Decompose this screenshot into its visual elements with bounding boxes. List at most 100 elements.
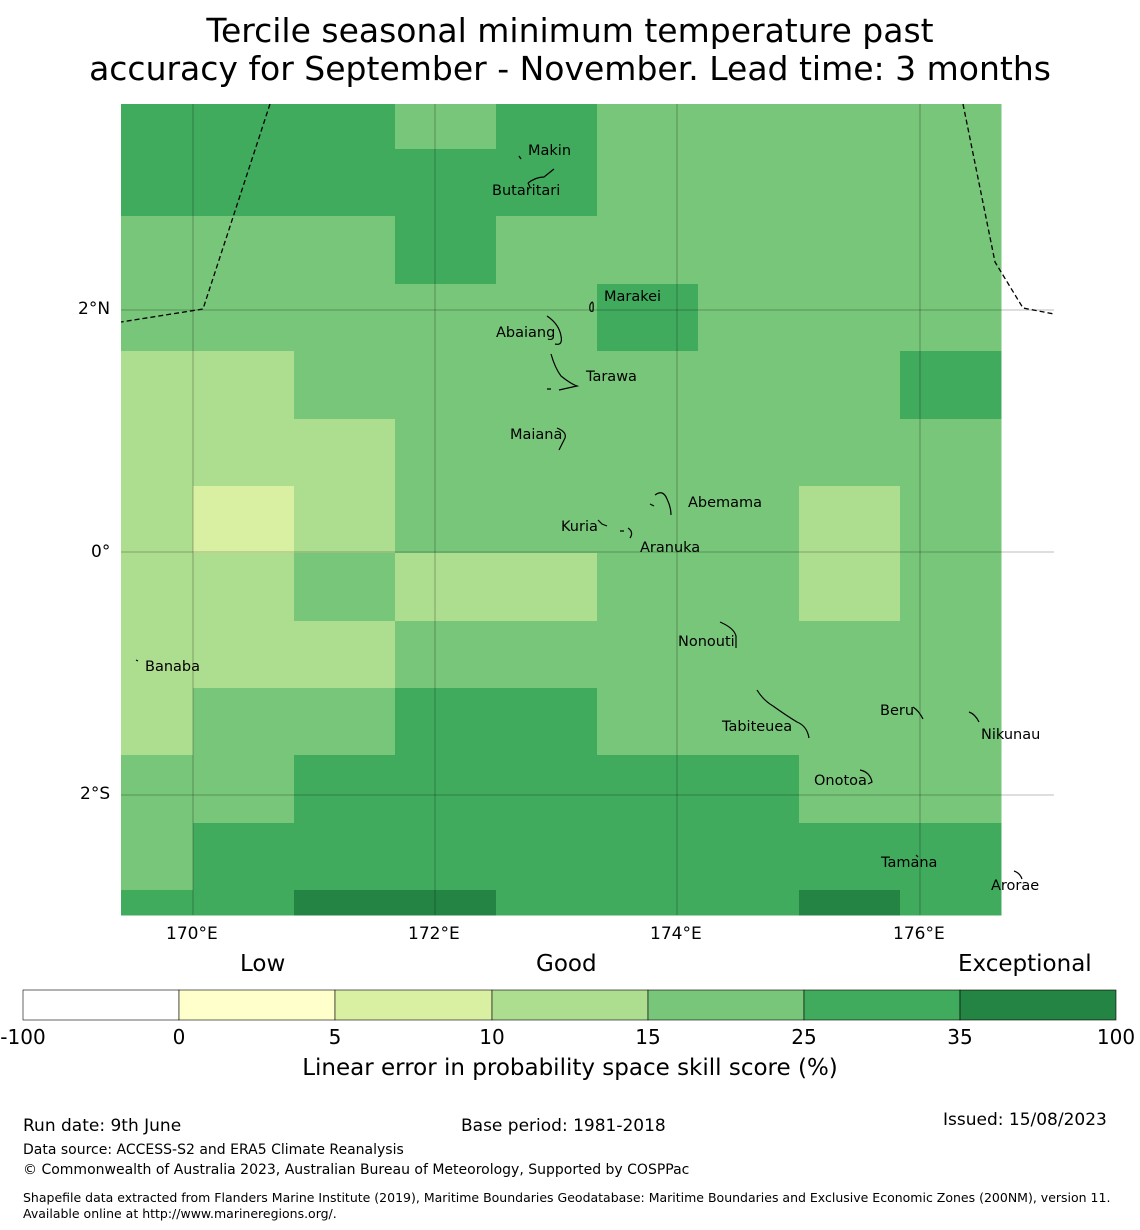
map-cell (395, 149, 497, 217)
map-cell (900, 351, 1002, 420)
map-cell (799, 688, 901, 756)
map-cell (121, 351, 194, 420)
island-shape-kuria (597, 519, 608, 527)
map-cell (121, 553, 194, 622)
island-shape-nikunau (968, 711, 980, 723)
map-cell (698, 621, 800, 689)
map-cell (496, 104, 598, 150)
island-shape-tarawa (547, 353, 580, 391)
map-cell (294, 284, 396, 352)
lat-label-2n: 2°N (78, 299, 111, 319)
island-label-onotoa: Onotoa (814, 773, 867, 789)
map-cell (698, 486, 800, 554)
map-cell (799, 621, 901, 689)
map-cell (799, 419, 901, 487)
map-cell (395, 284, 497, 352)
island-shape-abaiang (546, 315, 562, 345)
colorbar-tick: 5 (328, 1025, 342, 1049)
map-cell (294, 419, 396, 487)
lon-label-174e: 174°E (650, 924, 702, 944)
map-cell (121, 216, 194, 285)
island-label-tabiteuea: Tabiteuea (721, 719, 792, 735)
island-label-abaiang: Abaiang (496, 325, 555, 341)
map-cell (799, 284, 901, 352)
map-cell (294, 890, 396, 916)
lon-label-176e: 176°E (893, 924, 945, 944)
map-cell (294, 104, 396, 150)
map-cell (121, 890, 194, 916)
map-cell (799, 890, 901, 916)
colorbar-tick: 25 (791, 1025, 817, 1049)
colorbar-tick: 0 (172, 1025, 186, 1049)
map-cell (294, 351, 396, 420)
map-cell (900, 688, 1002, 756)
map-cell (799, 553, 901, 622)
map-cell (597, 621, 699, 689)
map-cell (395, 104, 497, 150)
map-cell (294, 688, 396, 756)
map-cell (395, 216, 497, 285)
map-cell (900, 104, 1002, 150)
island-shape-tabiteuea (756, 689, 810, 739)
map-cell (121, 419, 194, 487)
map-cell (698, 823, 800, 891)
map-cell (799, 755, 901, 824)
lon-label-172e: 172°E (408, 924, 460, 944)
island-shape-butaritari (527, 168, 555, 188)
island-shape-onotoa (859, 769, 873, 785)
colorbar-tick: 35 (947, 1025, 973, 1049)
island-label-banaba: Banaba (145, 659, 200, 675)
map-cell (698, 553, 800, 622)
island-label-nikunau: Nikunau (981, 727, 1040, 743)
map-cell (496, 688, 598, 756)
map-cell (121, 621, 194, 689)
island-shape-nonouti (719, 621, 737, 648)
map-cell (698, 419, 800, 487)
colorbar-label-exceptional: Exceptional (958, 951, 1092, 977)
map-cell (597, 823, 699, 891)
map-cell (294, 149, 396, 217)
map-cell (193, 755, 295, 824)
copyright: © Commonwealth of Australia 2023, Austra… (23, 1162, 690, 1178)
map-cell (900, 149, 1002, 217)
map-cell (597, 284, 699, 352)
island-shape-tamana (915, 854, 919, 858)
island-label-kuria: Kuria (561, 519, 598, 535)
map-cell (496, 486, 598, 554)
map-cell (698, 755, 800, 824)
map-cell (395, 486, 497, 554)
map-cell (496, 755, 598, 824)
map-cell (294, 755, 396, 824)
map-cell (597, 890, 699, 916)
island-label-abemama: Abemama (688, 495, 762, 511)
map-cell (597, 351, 699, 420)
colorbar-tick: 10 (479, 1025, 505, 1049)
map-cell (900, 216, 1002, 285)
data-source: Data source: ACCESS-S2 and ERA5 Climate … (23, 1142, 404, 1158)
map-cell (193, 351, 295, 420)
colorbar-label-low: Low (240, 951, 286, 977)
map-cell (496, 284, 598, 352)
map-cell (698, 688, 800, 756)
map-cell (900, 419, 1002, 487)
map-cell (193, 890, 295, 916)
map-cell (395, 419, 497, 487)
island-shape-beru (912, 706, 924, 720)
colorbar-label-good: Good (536, 951, 597, 977)
map-cell (698, 149, 800, 217)
map-cell (395, 688, 497, 756)
island-shape-banaba (135, 659, 139, 662)
base-period: Base period: 1981-2018 (461, 1116, 666, 1136)
map-cell (900, 890, 1002, 916)
map-cell (294, 823, 396, 891)
colorbar-swatch (334, 989, 493, 1021)
map: Makin Butaritari Marakei Abaiang Tarawa … (120, 103, 1055, 916)
map-cell (698, 351, 800, 420)
map-cell (496, 823, 598, 891)
map-cell (900, 621, 1002, 689)
island-shape-maiana (556, 427, 566, 451)
lon-label-170e: 170°E (166, 924, 218, 944)
island-shape-marakei (589, 301, 594, 312)
map-cell (900, 284, 1002, 352)
colorbar-tick: 15 (635, 1025, 661, 1049)
